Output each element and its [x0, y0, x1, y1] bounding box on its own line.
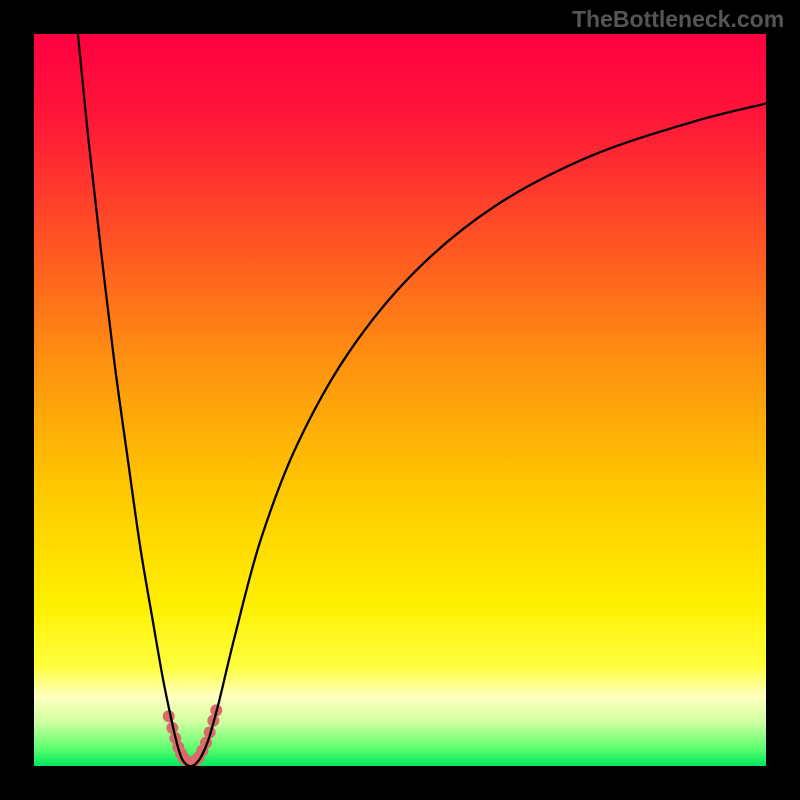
- gradient-background: [34, 34, 766, 766]
- bottleneck-chart: [34, 34, 766, 766]
- watermark-text: TheBottleneck.com: [572, 6, 784, 33]
